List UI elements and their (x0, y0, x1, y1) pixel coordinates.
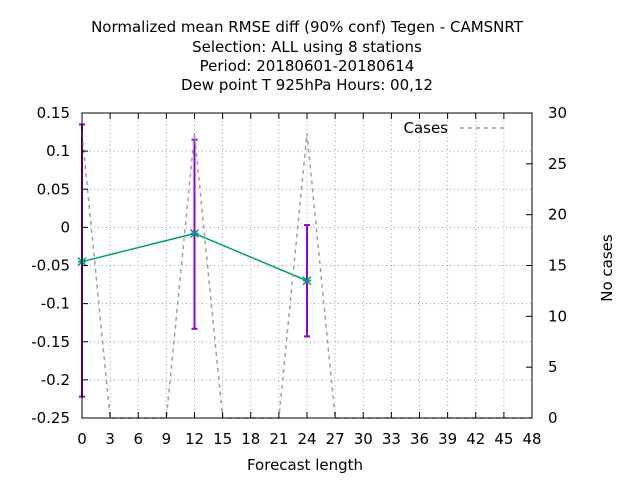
y-tick-label: -0.05 (31, 257, 70, 275)
data-point (302, 276, 312, 286)
x-tick-label: 27 (326, 430, 345, 448)
axes: 0 3 6 9 12 15 18 21 24 27 30 33 36 39 42 45 480.150.10.0… (31, 104, 567, 448)
title-line-1: Normalized mean RMSE diff (90% conf) Teg… (91, 18, 524, 36)
legend-label: Cases (403, 119, 448, 137)
y2-tick-label: 10 (548, 307, 567, 325)
x-tick-label: 0 (77, 430, 87, 448)
x-tick-label: 12 (185, 430, 204, 448)
y2-tick-label: 20 (548, 206, 567, 224)
title-line-3: Period: 20180601-20180614 (200, 57, 415, 75)
x-tick-label: 18 (241, 430, 260, 448)
x-tick-label: 6 (133, 430, 143, 448)
legend: Cases (403, 119, 506, 137)
y-tick-label: 0.05 (37, 180, 70, 198)
plot-area (77, 123, 532, 419)
x-tick-label: 45 (494, 430, 513, 448)
x-tick-label: 9 (162, 430, 172, 448)
y2-axis-label: No cases (598, 234, 616, 302)
chart-title: Normalized mean RMSE diff (90% conf) Teg… (91, 18, 524, 94)
x-tick-label: 15 (213, 430, 232, 448)
y-tick-label: -0.2 (41, 371, 70, 389)
title-line-2: Selection: ALL using 8 stations (192, 38, 422, 56)
y-tick-label: -0.1 (41, 295, 70, 313)
title-line-4: Dew point T 925hPa Hours: 00,12 (181, 76, 433, 94)
y-tick-label: 0.1 (46, 142, 70, 160)
y2-tick-label: 0 (548, 409, 558, 427)
x-tick-label: 33 (382, 430, 401, 448)
x-tick-label: 36 (410, 430, 429, 448)
x-tick-label: 42 (466, 430, 485, 448)
x-tick-label: 3 (105, 430, 115, 448)
y-tick-label: 0.15 (37, 104, 70, 122)
y2-tick-label: 5 (548, 358, 558, 376)
y2-tick-label: 30 (548, 104, 567, 122)
x-axis-label: Forecast length (247, 456, 363, 474)
x-tick-label: 39 (438, 430, 457, 448)
y2-tick-label: 25 (548, 155, 567, 173)
y-tick-label: 0 (60, 218, 70, 236)
x-tick-label: 48 (522, 430, 541, 448)
x-tick-label: 24 (297, 430, 316, 448)
x-tick-label: 21 (269, 430, 288, 448)
plot-frame (81, 112, 533, 419)
x-tick-label: 30 (354, 430, 373, 448)
y-tick-label: -0.25 (31, 409, 70, 427)
data-point (189, 228, 200, 239)
y-tick-label: -0.15 (31, 333, 70, 351)
y2-tick-label: 15 (548, 257, 567, 275)
